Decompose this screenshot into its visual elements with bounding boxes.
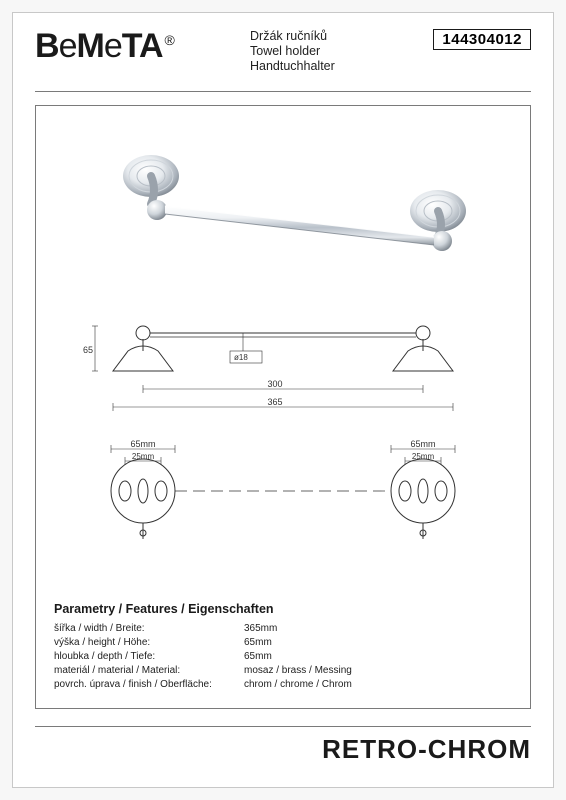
content-frame: 65 ø18 300 365 xyxy=(35,105,531,709)
table-row: šířka / width / Breite:365mm xyxy=(54,622,512,636)
table-row: výška / height / Höhe:65mm xyxy=(54,636,512,650)
technical-drawing: 65 ø18 300 365 xyxy=(36,311,530,561)
parameters-heading: Parametry / Features / Eigenschaften xyxy=(54,602,512,616)
dim-inner-len: 300 xyxy=(267,379,282,389)
dim-mount-outer-r: 65mm xyxy=(410,439,435,449)
product-title-block: Držák ručníků Towel holder Handtuchhalte… xyxy=(250,29,335,74)
parameters-block: Parametry / Features / Eigenschaften šíř… xyxy=(54,602,512,692)
dim-bar-dia: ø18 xyxy=(234,353,248,362)
header-divider xyxy=(35,91,531,92)
table-row: hloubka / depth / Tiefe:65mm xyxy=(54,650,512,664)
registered-mark: ® xyxy=(165,32,174,48)
product-code: 144304012 xyxy=(442,31,522,48)
dim-mount-inner-l: 25mm xyxy=(132,452,155,461)
dim-mount-inner-r: 25mm xyxy=(412,452,435,461)
dim-outer-len: 365 xyxy=(267,397,282,407)
brand-logo: BeMeTA® xyxy=(35,27,174,66)
header: BeMeTA® Držák ručníků Towel holder Handt… xyxy=(35,27,531,89)
parameters-table: šířka / width / Breite:365mm výška / hei… xyxy=(54,622,512,692)
product-code-badge: 144304012 xyxy=(433,29,531,50)
footer-divider xyxy=(35,726,531,727)
dim-mount-outer-l: 65mm xyxy=(130,439,155,449)
table-row: materiál / material / Material:mosaz / b… xyxy=(54,664,512,678)
table-row: povrch. úprava / finish / Oberfläche:chr… xyxy=(54,678,512,692)
dim-height: 65 xyxy=(83,345,93,355)
product-photo xyxy=(36,106,530,306)
title-en: Towel holder xyxy=(250,44,335,59)
datasheet-page: BeMeTA® Držák ručníků Towel holder Handt… xyxy=(12,12,554,788)
title-de: Handtuchhalter xyxy=(250,59,335,74)
title-cs: Držák ručníků xyxy=(250,29,335,44)
collection-name: RETRO-CHROM xyxy=(322,734,531,765)
